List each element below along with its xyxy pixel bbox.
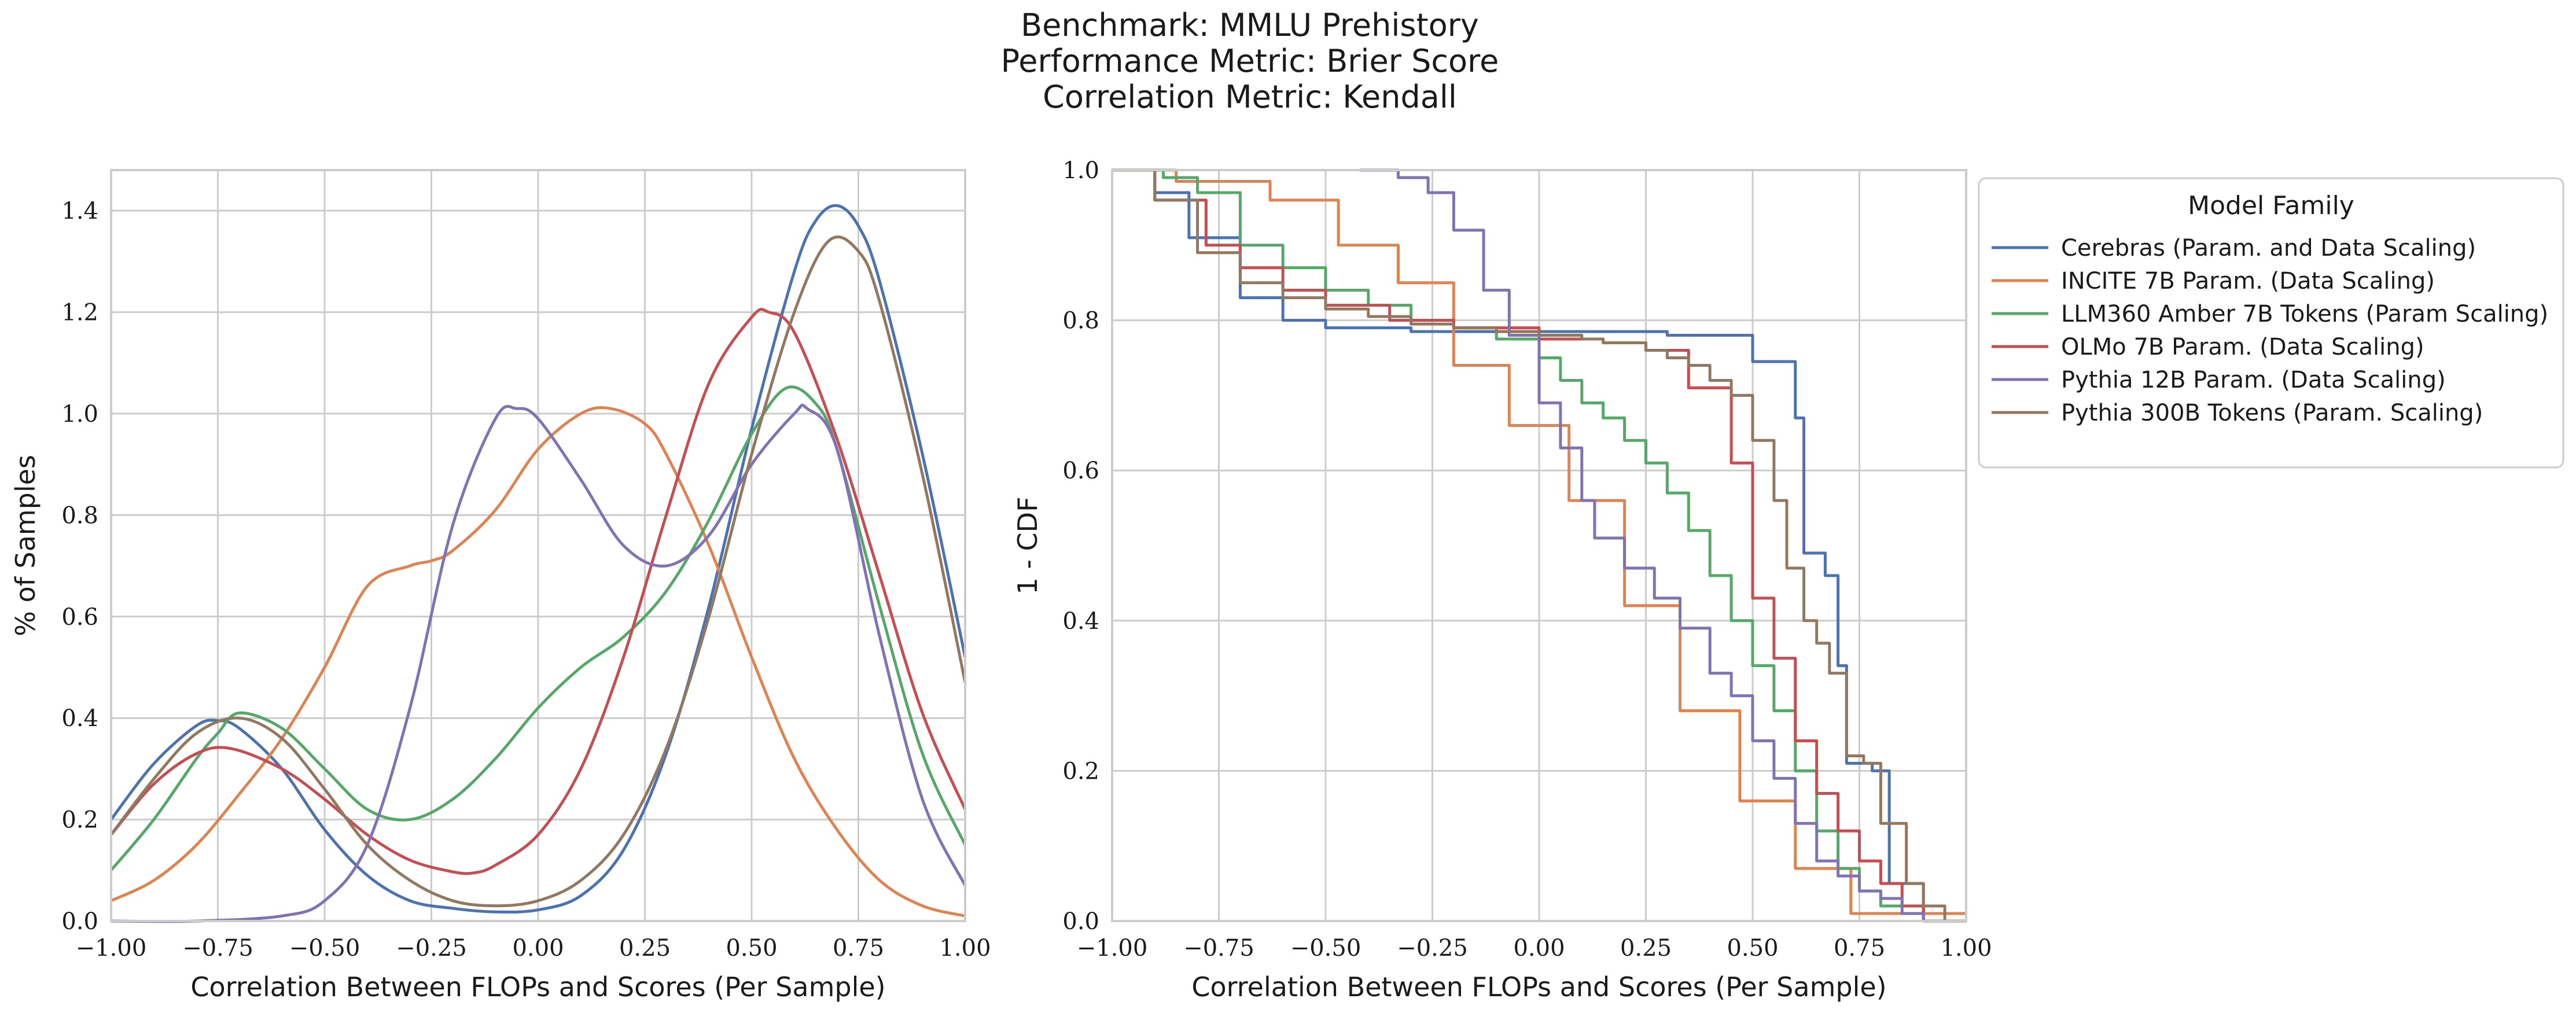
- kde-series-line: [110, 235, 967, 908]
- legend-box: [1978, 177, 2564, 469]
- kde-x-tick-label: 0.00: [512, 935, 564, 962]
- kde-x-tick-label: −1.00: [76, 935, 147, 962]
- cdf-series-line: [1112, 168, 1966, 923]
- kde-y-tick-label: 0.8: [61, 502, 98, 529]
- figure-title-line-3: Correlation Metric: Kendall: [1043, 79, 1457, 115]
- cdf-axes-frame: [1111, 169, 1967, 922]
- cdf-x-tick-label: 0.00: [1513, 935, 1565, 962]
- kde-x-tick-label: 0.75: [833, 935, 884, 962]
- cdf-x-tick-label: −0.50: [1290, 935, 1361, 962]
- legend-entry-label: Pythia 300B Tokens (Param. Scaling): [2061, 400, 2483, 426]
- cdf-y-tick-label: 1.0: [1062, 157, 1099, 184]
- legend: Model Family Cerebras (Param. and Data Sc…: [1978, 177, 2564, 469]
- kde-series-line: [110, 308, 967, 875]
- legend-entry-label: Pythia 12B Param. (Data Scaling): [2061, 367, 2446, 393]
- legend-entry-label: Cerebras (Param. and Data Scaling): [2061, 235, 2476, 261]
- cdf-series-line: [1112, 168, 1966, 923]
- kde-y-tick-label: 0.4: [61, 705, 98, 732]
- kde-y-tick-label: 1.2: [61, 300, 98, 326]
- kde-series-line: [111, 403, 967, 923]
- cdf-x-tick-label: 0.75: [1834, 935, 1885, 962]
- legend-entry-label: OLMo 7B Param. (Data Scaling): [2061, 334, 2424, 360]
- legend-entry-label: INCITE 7B Param. (Data Scaling): [2061, 268, 2435, 294]
- legend-title: Model Family: [2188, 191, 2354, 220]
- kde-x-tick-label: 1.00: [939, 935, 991, 962]
- kde-y-tick-label: 0.0: [61, 908, 98, 935]
- kde-series-line: [110, 204, 967, 914]
- cdf-y-tick-label: 0.0: [1062, 908, 1099, 935]
- kde-y-tick-label: 0.2: [61, 807, 98, 834]
- cdf-x-tick-label: −0.25: [1397, 935, 1468, 962]
- kde-series-line: [110, 406, 966, 918]
- cdf-panel: −1.00 −0.75 −0.50 −0.25 0.00 0.25 0.50 0.75 1.00…: [1012, 157, 2564, 1003]
- kde-x-tick-label: 0.25: [619, 935, 671, 962]
- legend-entry-label: LLM360 Amber 7B Tokens (Param Scaling): [2061, 301, 2548, 327]
- cdf-series-line: [1112, 168, 1966, 915]
- kde-x-tick-label: 0.50: [726, 935, 777, 962]
- kde-axes-frame: [110, 169, 966, 922]
- kde-y-tick-label: 0.6: [61, 604, 98, 631]
- cdf-x-axis-label: Correlation Between FLOPs and Scores (Pe…: [1191, 971, 1886, 1003]
- cdf-y-tick-label: 0.8: [1062, 308, 1099, 334]
- cdf-series-line: [1360, 168, 1966, 923]
- figure-title-line-2: Performance Metric: Brier Score: [1000, 43, 1499, 79]
- cdf-y-tick-label: 0.6: [1062, 458, 1099, 484]
- cdf-x-tick-label: 0.25: [1620, 935, 1672, 962]
- kde-panel: −1.00 −0.75 −0.50 −0.25 0.00 0.25 0.50 0.75 1.00…: [10, 169, 991, 1003]
- kde-x-axis-label: Correlation Between FLOPs and Scores (Pe…: [190, 971, 885, 1003]
- kde-y-tick-label: 1.0: [61, 401, 98, 428]
- cdf-y-axis-label: 1 - CDF: [1012, 496, 1043, 594]
- kde-y-axis-label: % of Samples: [10, 455, 41, 636]
- cdf-y-tick-label: 0.2: [1062, 758, 1099, 784]
- kde-x-tick-label: −0.75: [182, 935, 253, 962]
- kde-y-tick-label: 1.4: [61, 198, 98, 224]
- cdf-x-tick-label: 0.50: [1727, 935, 1778, 962]
- kde-x-tick-label: −0.25: [396, 935, 467, 962]
- cdf-series-line: [1112, 168, 1966, 923]
- figure-title-line-1: Benchmark: MMLU Prehistory: [1021, 7, 1479, 43]
- cdf-x-tick-label: −0.75: [1183, 935, 1254, 962]
- cdf-y-tick-label: 0.4: [1062, 608, 1099, 635]
- cdf-x-tick-label: −1.00: [1077, 935, 1148, 962]
- cdf-x-tick-label: 1.00: [1940, 935, 1992, 962]
- kde-x-tick-label: −0.50: [289, 935, 360, 962]
